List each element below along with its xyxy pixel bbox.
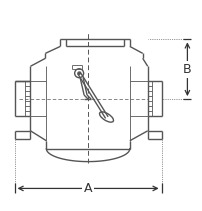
Circle shape — [78, 72, 80, 74]
Text: B: B — [183, 63, 192, 76]
Circle shape — [75, 69, 84, 78]
Text: A: A — [84, 182, 92, 195]
Ellipse shape — [100, 112, 114, 122]
